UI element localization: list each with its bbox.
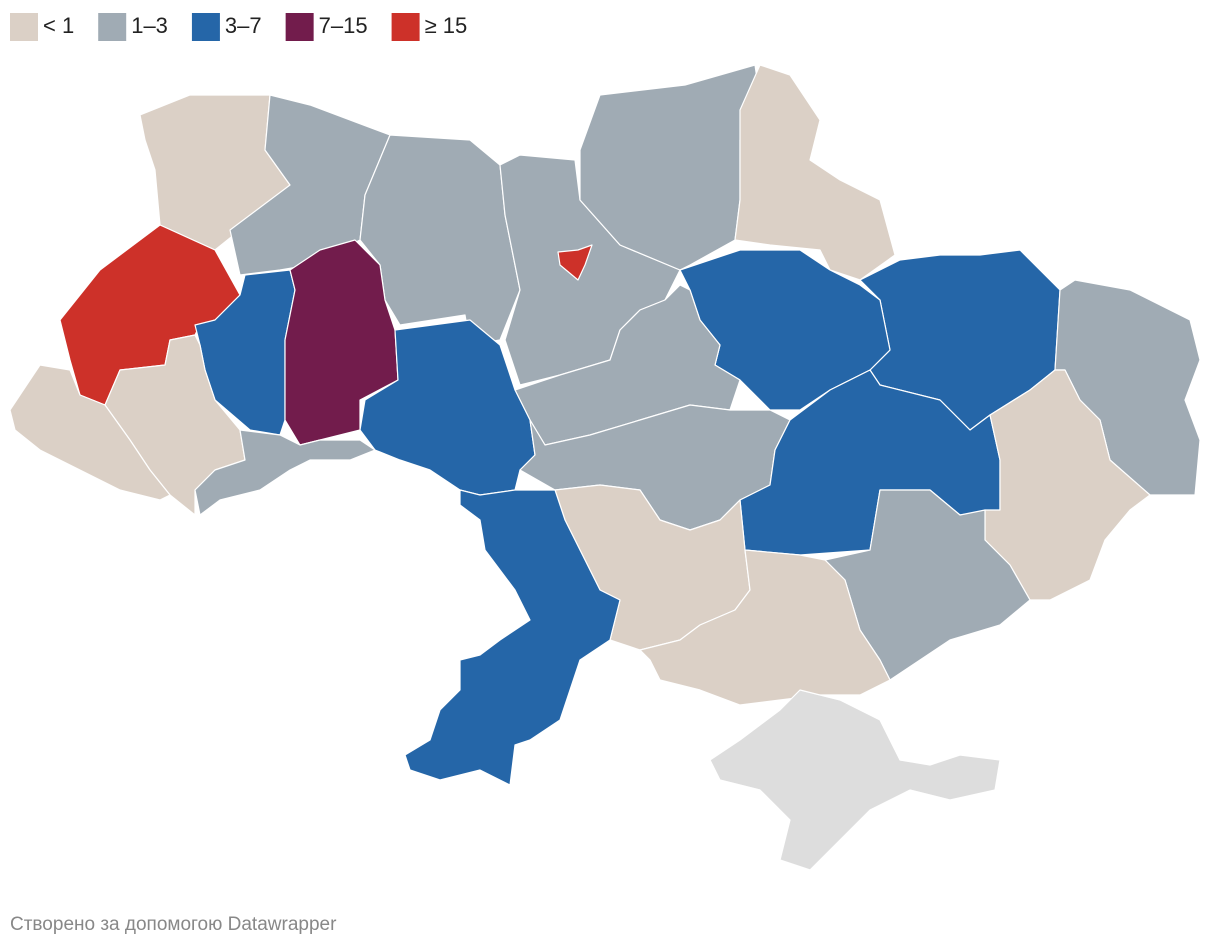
footer-credit: Створено за допомогою Datawrapper — [10, 914, 337, 935]
legend-label: < 1 — [43, 13, 74, 38]
legend: < 1 1–3 3–7 7–15 ≥ 15 — [10, 13, 467, 41]
region — [9, 364, 171, 501]
region — [557, 244, 593, 281]
legend-label: 7–15 — [319, 13, 368, 38]
region — [404, 489, 621, 786]
region — [284, 239, 399, 446]
legend-swatch — [10, 13, 38, 41]
legend-swatch — [391, 13, 420, 41]
legend-label: ≥ 15 — [425, 13, 468, 38]
legend-swatch — [98, 13, 127, 41]
region — [734, 64, 896, 281]
legend-swatch — [285, 13, 314, 41]
region-crimea — [709, 689, 1001, 871]
region — [194, 429, 376, 516]
region — [639, 549, 891, 706]
legend-label: 3–7 — [225, 13, 262, 38]
map-regions — [9, 64, 1201, 871]
legend-swatch — [191, 13, 220, 41]
legend-label: 1–3 — [131, 13, 168, 38]
